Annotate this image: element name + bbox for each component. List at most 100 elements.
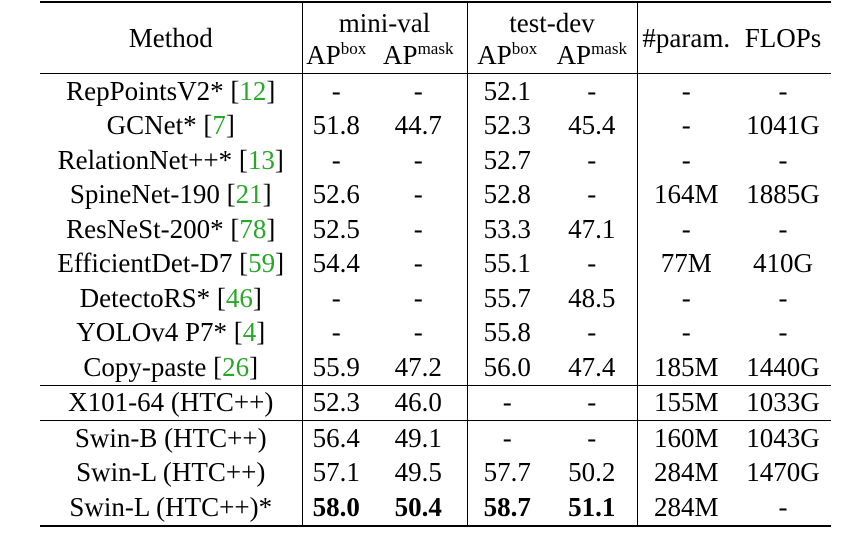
flops-value: 1043G [735,420,832,456]
results-table-container: Method mini-val test-dev #param. FLOPs A… [40,1,832,527]
mini-val-ap-box: 52.3 [302,384,370,421]
mini-val-ap-mask: - [370,177,468,212]
test-dev-ap-box: 52.1 [467,73,548,109]
test-dev-ap-mask: - [547,143,638,178]
flops-value: - [778,317,788,348]
mini-val-ap-mask: - [370,246,468,281]
mini-val-ap-box: - [302,73,370,109]
method-name: Copy-paste [26] [40,350,303,385]
mini-val-ap-mask: 49.5 [370,455,468,490]
flops-value: - [778,144,788,175]
flops-value: 1470G [746,457,820,488]
flops-value: - [778,282,788,313]
param-count: - [681,144,691,175]
test-dev-ap-mask: - [547,246,638,281]
param-count: 160M [637,420,736,456]
test-dev-ap-mask: - [547,315,638,350]
flops-value: - [778,213,788,244]
table-row: RepPointsV2* [12] - -52.1- - - [40,73,832,109]
test-dev-ap-mask: - [547,384,638,421]
test-dev-ap-box: 55.8 [483,317,531,348]
method-name: Swin-B (HTC++) [40,420,303,456]
td-ap-box-header: APbox [477,38,538,70]
test-dev-ap-mask: - [547,177,638,212]
table-row: Copy-paste [26] 55.9 47.2 56.0 47.4 185M 1440G [40,350,831,385]
method-name: ResNeSt-200* [78] [40,212,303,247]
method-name: SpineNet-190 [21] [40,177,303,212]
citation-link[interactable]: 13 [247,144,275,175]
param-count: 284M [654,457,719,488]
flops-header: FLOPs [744,22,822,53]
citation-link[interactable]: 7 [212,110,226,141]
test-dev-ap-box: 55.7 [483,282,531,313]
citation-link[interactable]: 4 [242,317,257,348]
method-name: RepPointsV2* [12] [40,73,303,109]
table-row: DetectoRS* [46] - -55.7 48.5- - [40,281,831,316]
method-name: DetectoRS* [46] [40,281,303,316]
mini-val-ap-mask: 44.7 [370,108,468,143]
mini-val-ap-box: - [331,317,341,348]
citation-link[interactable]: 21 [235,179,263,210]
flops-value: 410G [753,248,814,279]
mini-val-ap-box: 51.8 [312,110,360,141]
test-dev-ap-mask: - [547,420,638,456]
param-count: 155M [637,384,736,421]
param-count: 185M [654,351,719,382]
results-body: RepPointsV2* [12] - -52.1- - - GCNet* [7] 51.8… [40,73,832,526]
test-dev-ap-box: 52.8 [483,179,531,210]
param-count: - [681,317,691,348]
method-header: Method [40,2,303,74]
test-dev-ap-mask: 45.4 [547,108,638,143]
table-row: YOLOv4 P7* [4] - -55.8- - - [40,315,831,350]
mini-val-ap-mask: 49.1 [370,420,468,456]
mini-val-ap-mask: - [370,281,468,316]
table-row: Swin-B (HTC++) 56.4 49.1- -160M 1043G [40,420,832,456]
test-dev-ap-box: - [467,384,548,421]
flops-value: - [778,491,788,522]
test-dev-ap-mask: 47.1 [547,212,638,247]
mini-val-ap-mask: 47.2 [370,350,468,385]
mini-val-ap-box: 54.4 [312,248,360,279]
test-dev-ap-box: - [467,420,548,456]
test-dev-ap-box: 56.0 [483,351,531,382]
method-name: GCNet* [7] [40,108,303,143]
method-name: Swin-L (HTC++)* [40,490,303,526]
citation-link[interactable]: 59 [248,248,276,279]
citation-link[interactable]: 12 [239,75,267,106]
table-row: ResNeSt-200* [78] 52.5-53.3 47.1- - [40,212,831,247]
flops-value: 1033G [735,384,832,421]
mini-val-ap-box: 56.4 [302,420,370,456]
mv-ap-mask-header: APmask [370,37,468,74]
table-row: SpineNet-190 [21] 52.6-52.8-164M 1885G [40,177,831,212]
param-count: 77M [660,248,712,279]
citation-link[interactable]: 78 [239,213,267,244]
citation-link[interactable]: 26 [222,351,250,382]
header-row-groups: Method mini-val test-dev #param. FLOPs [40,2,832,74]
mini-val-ap-mask: - [370,73,468,109]
flops-value: 1041G [746,110,820,141]
test-dev-ap-box: 55.1 [483,248,531,279]
header-row-metrics: APbox APmask APbox APmask [40,37,831,74]
param-header: #param. [642,22,731,53]
td-ap-mask-header: APmask [547,37,638,74]
param-count: 164M [654,179,719,210]
test-dev-ap-box: 52.3 [483,110,531,141]
citation-link[interactable]: 46 [225,282,253,313]
method-name: RelationNet++* [13] [40,143,303,178]
method-name: YOLOv4 P7* [4] [40,315,303,350]
mini-val-ap-box: 57.1 [312,457,360,488]
param-count: - [681,213,691,244]
mini-val-ap-box: 58.0 [312,491,360,522]
mini-val-ap-mask: - [370,143,468,178]
flops-value: 1440G [746,351,820,382]
mini-val-ap-box: - [331,282,341,313]
test-dev-ap-box: 58.7 [483,491,531,522]
table-row: Swin-L (HTC++)* 58.0 50.4 58.7 51.1 284M - [40,490,831,526]
table-row: RelationNet++* [13] - -52.7- - - [40,143,831,178]
mini-val-ap-mask: - [370,212,468,247]
test-dev-ap-mask: - [547,73,638,109]
results-table: Method mini-val test-dev #param. FLOPs A… [40,1,832,527]
param-count: - [637,73,736,109]
mini-val-ap-mask: 50.4 [370,490,468,526]
test-dev-ap-mask: 51.1 [547,490,638,526]
